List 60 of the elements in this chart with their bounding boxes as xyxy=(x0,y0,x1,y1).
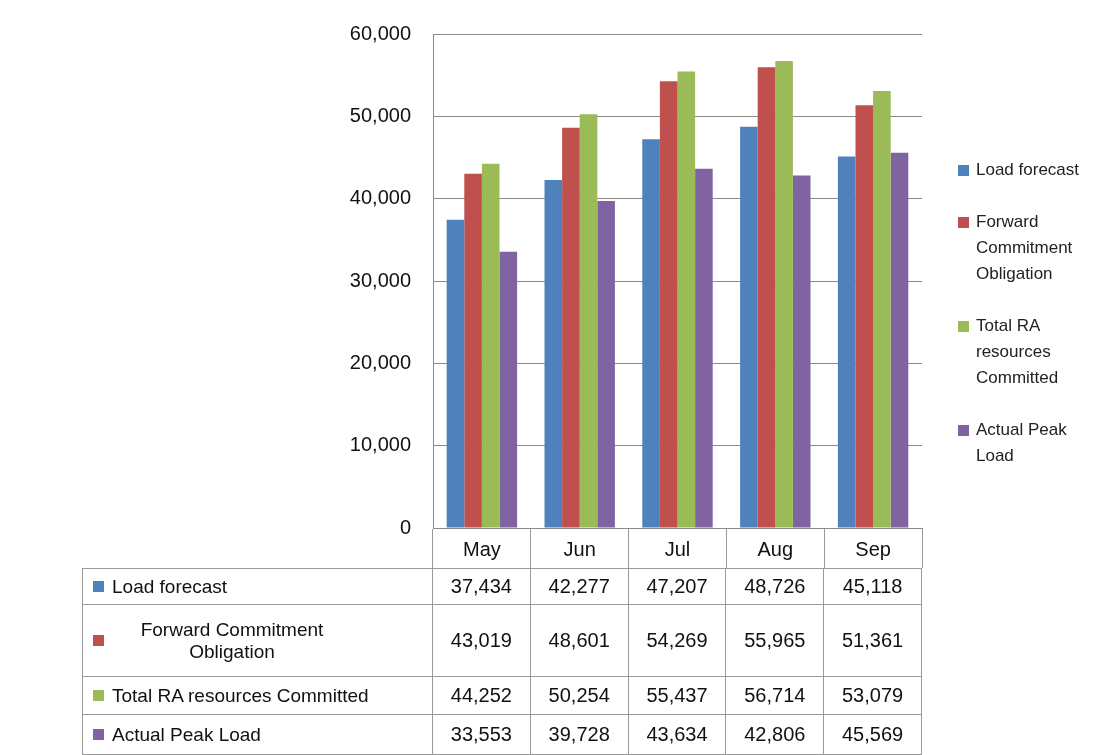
data-label: 37,434 xyxy=(433,568,531,605)
bar xyxy=(446,219,465,528)
data-label: 42,806 xyxy=(726,715,825,755)
y-tick-label: 60,000 xyxy=(349,21,411,44)
bar xyxy=(499,251,518,528)
y-tick-label: 0 xyxy=(399,515,411,538)
data-label: 51,361 xyxy=(824,605,922,677)
x-tick-label: May xyxy=(463,537,501,560)
data-label: 48,601 xyxy=(530,605,629,677)
data-label: 43,019 xyxy=(433,605,531,677)
data-label: 54,269 xyxy=(628,605,727,677)
bar xyxy=(544,179,563,528)
legend-label: Load forecast xyxy=(976,159,1080,181)
data-label: 55,437 xyxy=(628,677,727,715)
bar xyxy=(562,127,580,528)
data-label: 33,553 xyxy=(433,715,531,755)
y-tick-label: 50,000 xyxy=(349,103,411,126)
legend-label: Forward Commitment Obligation xyxy=(976,211,1074,285)
data-label: 39,728 xyxy=(530,715,629,755)
bar xyxy=(873,90,891,528)
data-label: 47,207 xyxy=(628,568,727,605)
y-tick-label: 40,000 xyxy=(349,186,411,209)
bar xyxy=(597,200,615,528)
y-tick-label: 20,000 xyxy=(349,350,411,373)
x-tick-label: Jun xyxy=(563,537,596,560)
y-tick-label: 30,000 xyxy=(349,268,411,291)
bar xyxy=(757,67,776,528)
x-tick-label: Jul xyxy=(664,537,691,560)
data-label: 45,569 xyxy=(824,715,922,755)
text: Total RA resources Committed xyxy=(112,684,369,706)
bar xyxy=(642,139,660,528)
data-label: 50,254 xyxy=(530,677,629,715)
bar xyxy=(659,81,678,528)
data-label: 53,079 xyxy=(824,677,922,715)
text: Load forecast xyxy=(112,575,228,597)
bar xyxy=(855,105,874,528)
legend-label: Actual Peak Load xyxy=(976,419,1068,467)
bar xyxy=(837,156,856,528)
legend-label: Total RA resources Committed xyxy=(976,315,1060,389)
bar xyxy=(792,175,811,528)
bar xyxy=(695,168,713,528)
bar xyxy=(481,163,500,528)
bar xyxy=(579,114,598,528)
text: Forward Commitment Obligation xyxy=(140,618,324,662)
text: Actual Peak Load xyxy=(112,723,261,745)
data-label: 56,714 xyxy=(726,677,825,715)
bar xyxy=(775,61,793,528)
data-label: 43,634 xyxy=(628,715,727,755)
data-label: 48,726 xyxy=(726,568,825,605)
bar xyxy=(740,126,758,528)
data-label: 42,277 xyxy=(530,568,629,605)
bar xyxy=(464,173,482,528)
data-label: 45,118 xyxy=(824,568,922,605)
x-tick-label: Aug xyxy=(757,537,794,560)
data-label: 55,965 xyxy=(726,605,825,677)
x-tick-label: Sep xyxy=(855,537,891,560)
bar xyxy=(890,152,909,528)
data-label: 44,252 xyxy=(433,677,531,715)
bar xyxy=(677,71,696,528)
y-tick-label: 10,000 xyxy=(349,433,411,456)
